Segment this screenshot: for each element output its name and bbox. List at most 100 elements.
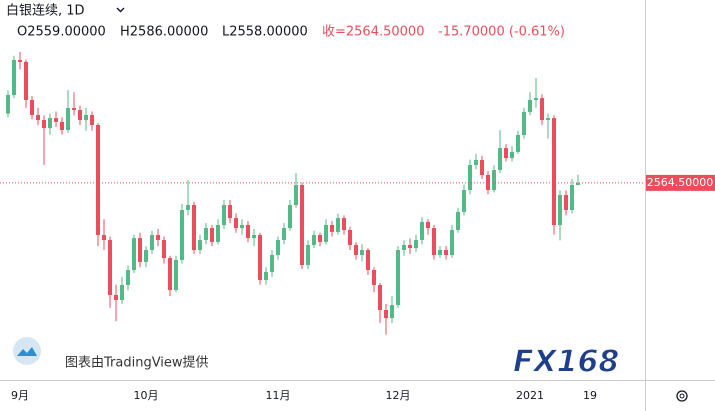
settings-icon[interactable] bbox=[676, 390, 688, 402]
candle-body bbox=[378, 285, 382, 310]
candle-body bbox=[66, 108, 70, 130]
candle-body bbox=[414, 240, 418, 249]
candle-body bbox=[252, 235, 256, 239]
candle-body bbox=[546, 118, 550, 120]
ohlc-value: -15.70000 (-0.61%) bbox=[438, 25, 565, 40]
candle-body bbox=[12, 60, 16, 95]
candle-body bbox=[120, 285, 124, 300]
candle-body bbox=[354, 245, 358, 255]
candle-body bbox=[210, 228, 214, 242]
candle-body bbox=[132, 238, 136, 270]
candle-body bbox=[318, 235, 322, 242]
x-tick-label: 19 bbox=[583, 389, 597, 402]
candle-body bbox=[30, 100, 34, 115]
candle-body bbox=[180, 210, 184, 260]
candle-body bbox=[258, 235, 262, 280]
x-tick-label: 9月 bbox=[11, 389, 29, 402]
candle-body bbox=[78, 110, 82, 120]
candle-body bbox=[504, 148, 508, 159]
watermark: 图表由TradingView提供 bbox=[65, 355, 209, 371]
candle-body bbox=[396, 250, 400, 305]
candle-body bbox=[438, 250, 442, 255]
gear[interactable] bbox=[676, 390, 688, 402]
ohlc-value: H2586.00000 bbox=[120, 25, 208, 40]
candle-body bbox=[156, 235, 160, 240]
candle-body bbox=[276, 240, 280, 255]
tv-logo bbox=[17, 347, 37, 356]
candle-body bbox=[222, 205, 226, 225]
candle-body bbox=[300, 185, 304, 265]
candle-body bbox=[114, 295, 118, 300]
ohlc-value: 收=2564.50000 bbox=[322, 25, 424, 40]
candle-body bbox=[228, 205, 232, 219]
fx168-logo: FX168 bbox=[513, 345, 619, 380]
candle-body bbox=[420, 221, 424, 240]
candle-body bbox=[42, 120, 46, 129]
candle-body bbox=[72, 108, 76, 110]
candle-body bbox=[390, 305, 394, 319]
candle-body bbox=[270, 255, 274, 272]
gear-center[interactable] bbox=[679, 393, 685, 399]
candle-body bbox=[36, 115, 40, 120]
candle-body bbox=[204, 228, 208, 240]
candle-body bbox=[240, 225, 244, 229]
candle-body bbox=[24, 61, 28, 100]
candle-body bbox=[138, 238, 142, 262]
candle-body bbox=[474, 160, 478, 165]
candle-body bbox=[336, 218, 340, 232]
candle-body bbox=[18, 60, 22, 62]
candle-body bbox=[402, 245, 406, 250]
candle-body bbox=[552, 118, 556, 225]
candle-body bbox=[534, 98, 538, 100]
candle-body bbox=[366, 250, 370, 270]
candle-body bbox=[192, 205, 196, 250]
candle-body bbox=[312, 235, 316, 245]
candle-body bbox=[102, 235, 106, 240]
candle-body bbox=[144, 250, 148, 262]
candle-body bbox=[372, 270, 376, 285]
candle-body bbox=[174, 260, 178, 290]
candle-body bbox=[288, 205, 292, 229]
candle-body bbox=[90, 115, 94, 125]
candle-body bbox=[522, 111, 526, 135]
candle-body bbox=[108, 240, 112, 295]
candle-body bbox=[84, 115, 88, 120]
candle-body bbox=[426, 221, 430, 229]
candle-body bbox=[528, 100, 532, 112]
candle-body bbox=[234, 218, 238, 229]
candle-body bbox=[432, 228, 436, 255]
candle-body bbox=[162, 240, 166, 259]
candle-body bbox=[480, 160, 484, 175]
candle-body bbox=[168, 258, 172, 290]
candle-body bbox=[516, 135, 520, 152]
candle-body bbox=[462, 190, 466, 212]
candles bbox=[6, 51, 580, 335]
candle-body bbox=[384, 310, 388, 319]
candle-body bbox=[492, 170, 496, 190]
candle-body bbox=[342, 218, 346, 230]
price-label-bg bbox=[646, 174, 715, 191]
x-tick-label: 10月 bbox=[134, 389, 159, 402]
candle-body bbox=[324, 225, 328, 242]
candle-body bbox=[468, 165, 472, 190]
candle-body bbox=[264, 271, 268, 280]
candle-body bbox=[576, 182, 580, 185]
ohlc-value: O2559.00000 bbox=[17, 25, 106, 40]
candle-body bbox=[54, 118, 58, 122]
candle-body bbox=[456, 211, 460, 230]
ohlc-value: L2558.00000 bbox=[222, 25, 308, 40]
candle-body bbox=[510, 151, 514, 159]
candle-body bbox=[444, 250, 448, 255]
candle-body bbox=[540, 98, 544, 120]
candle-body bbox=[198, 240, 202, 250]
x-tick-label: 11月 bbox=[266, 389, 291, 402]
interval-dropdown[interactable] bbox=[116, 7, 125, 13]
candle-body bbox=[282, 228, 286, 240]
candle-body bbox=[126, 270, 130, 285]
candle-body bbox=[498, 148, 502, 170]
candle-body bbox=[486, 175, 490, 190]
tv-logo-bg bbox=[13, 337, 41, 365]
price-label: 2564.50000 bbox=[647, 176, 713, 189]
candle-body bbox=[96, 125, 100, 235]
